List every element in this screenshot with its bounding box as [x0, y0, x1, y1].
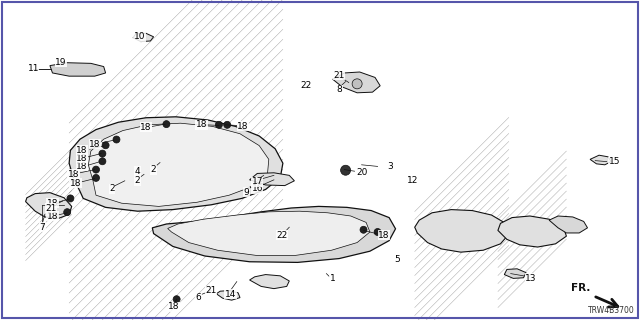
Circle shape — [173, 296, 180, 303]
Text: 10: 10 — [134, 32, 145, 41]
Text: 22: 22 — [300, 81, 312, 90]
Text: 9: 9 — [244, 188, 249, 196]
Text: 14: 14 — [225, 290, 236, 299]
Circle shape — [102, 142, 109, 149]
Text: 18: 18 — [168, 302, 180, 311]
Text: 2: 2 — [151, 165, 156, 174]
Circle shape — [64, 209, 70, 216]
Text: 6: 6 — [196, 293, 201, 302]
Text: FR.: FR. — [571, 283, 590, 293]
Polygon shape — [69, 117, 283, 211]
Text: 16: 16 — [252, 184, 263, 193]
Text: 17: 17 — [252, 177, 263, 186]
Text: 19: 19 — [55, 58, 67, 67]
Text: 21: 21 — [333, 71, 345, 80]
Text: 13: 13 — [525, 274, 537, 283]
Circle shape — [163, 121, 170, 128]
Polygon shape — [138, 173, 154, 180]
Text: 18: 18 — [237, 122, 249, 131]
Text: 8: 8 — [337, 85, 342, 94]
Text: 15: 15 — [609, 157, 620, 166]
Text: 18: 18 — [68, 170, 79, 179]
Text: 21: 21 — [45, 204, 57, 212]
Text: 18: 18 — [47, 212, 58, 220]
Text: 18: 18 — [76, 162, 88, 171]
Text: 2: 2 — [135, 176, 140, 185]
Text: 11: 11 — [28, 64, 39, 73]
Circle shape — [360, 226, 367, 233]
Text: 18: 18 — [76, 154, 88, 163]
Polygon shape — [498, 216, 566, 247]
Text: 18: 18 — [76, 146, 88, 155]
Circle shape — [352, 79, 362, 89]
Polygon shape — [590, 155, 611, 165]
Circle shape — [93, 174, 99, 181]
Polygon shape — [504, 269, 526, 278]
Text: 20: 20 — [356, 168, 368, 177]
Circle shape — [224, 121, 230, 128]
Circle shape — [216, 121, 222, 128]
Polygon shape — [250, 275, 289, 289]
Circle shape — [99, 158, 106, 165]
Text: 18: 18 — [89, 140, 100, 148]
Text: 18: 18 — [140, 123, 152, 132]
Circle shape — [93, 166, 99, 173]
Polygon shape — [216, 291, 240, 300]
Text: 4: 4 — [135, 167, 140, 176]
Text: 12: 12 — [407, 176, 419, 185]
Polygon shape — [88, 123, 269, 206]
Circle shape — [340, 165, 351, 175]
Text: 18: 18 — [378, 231, 390, 240]
Circle shape — [113, 136, 120, 143]
Text: 1: 1 — [330, 274, 335, 283]
Circle shape — [374, 228, 381, 236]
Polygon shape — [26, 193, 72, 218]
Polygon shape — [156, 163, 172, 169]
Polygon shape — [250, 173, 294, 186]
Polygon shape — [168, 211, 370, 255]
Text: 22: 22 — [276, 231, 287, 240]
Text: 18: 18 — [47, 199, 58, 208]
Polygon shape — [152, 206, 396, 262]
Text: 21: 21 — [205, 286, 217, 295]
Polygon shape — [133, 33, 154, 42]
Text: 5: 5 — [394, 255, 399, 264]
Text: 7: 7 — [40, 223, 45, 232]
Polygon shape — [50, 63, 106, 76]
Text: TRW4B3700: TRW4B3700 — [588, 306, 635, 315]
Text: 2: 2 — [109, 184, 115, 193]
Polygon shape — [415, 210, 509, 252]
Text: 18: 18 — [70, 179, 81, 188]
Circle shape — [99, 150, 106, 157]
Polygon shape — [333, 72, 380, 93]
Circle shape — [67, 195, 74, 202]
Text: 18: 18 — [196, 120, 207, 129]
Text: 3: 3 — [388, 162, 393, 171]
Polygon shape — [549, 216, 588, 233]
Polygon shape — [111, 182, 128, 188]
